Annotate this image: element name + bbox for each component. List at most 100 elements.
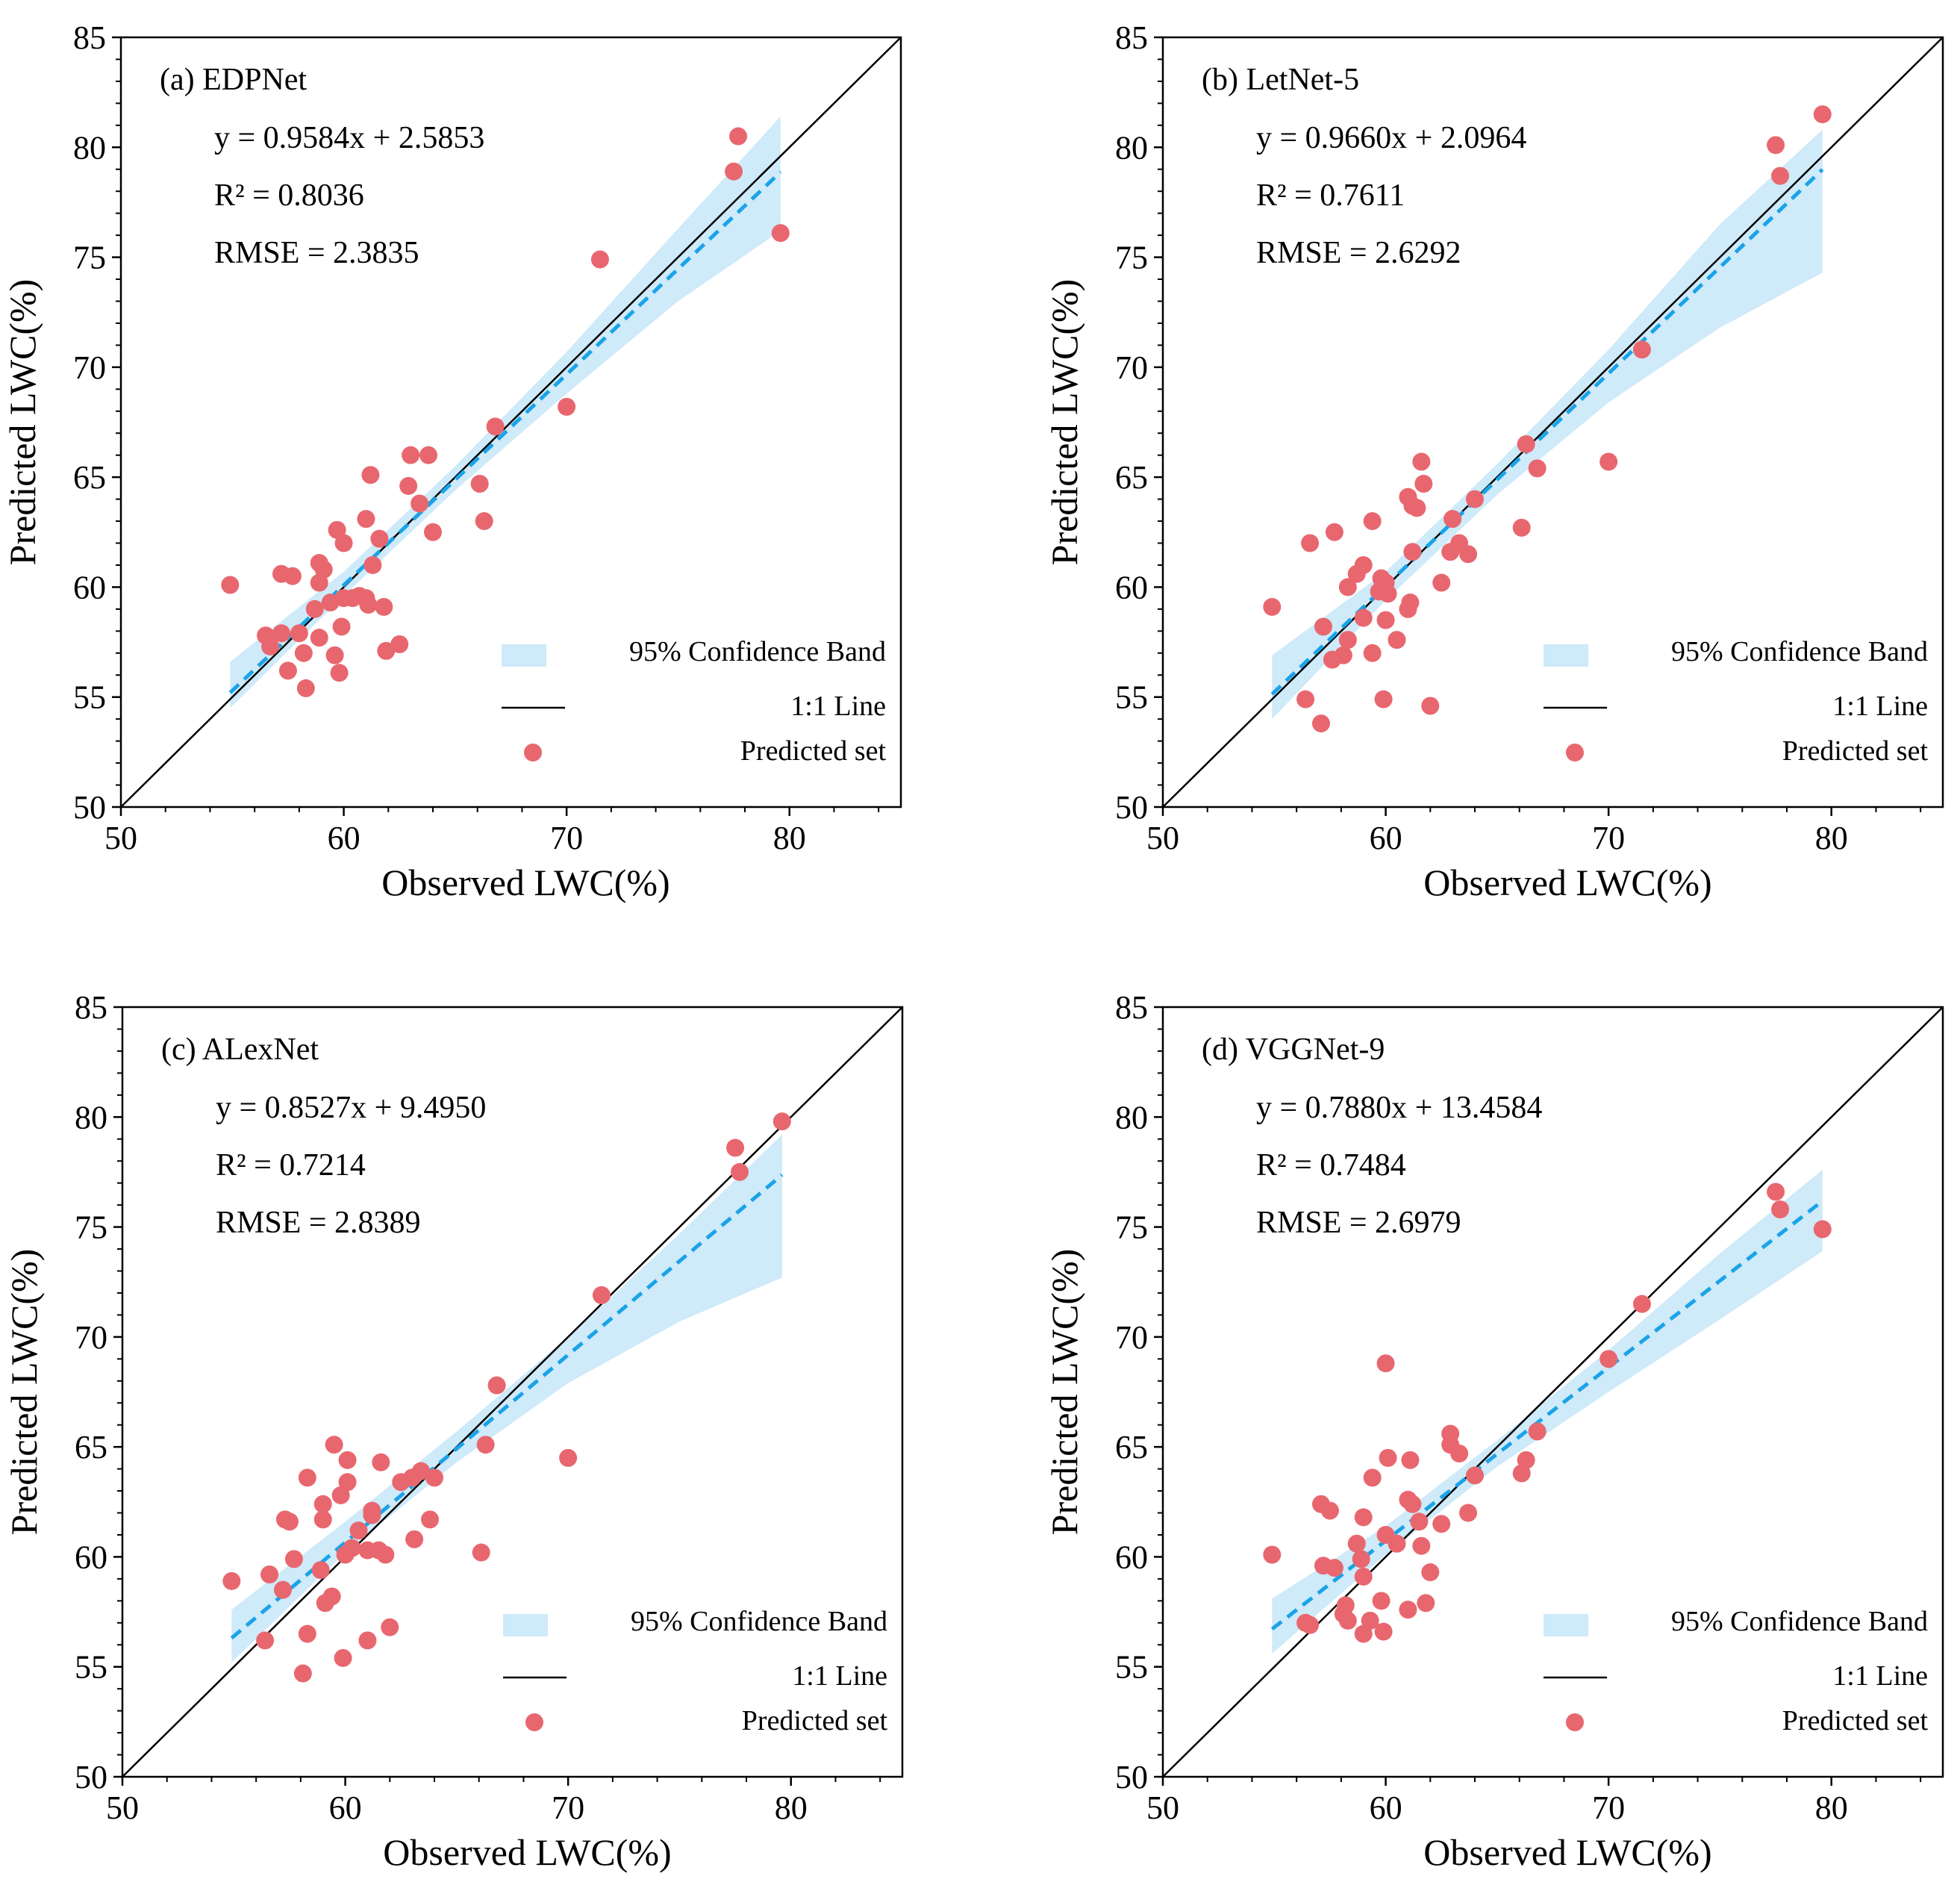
data-point xyxy=(273,1580,292,1599)
data-point xyxy=(1813,105,1832,124)
data-point xyxy=(361,466,380,485)
data-point xyxy=(1379,585,1397,603)
data-point xyxy=(313,1495,332,1513)
legend-label: 1:1 Line xyxy=(792,1660,887,1692)
x-tick-label: 50 xyxy=(104,820,137,856)
data-point xyxy=(1403,1495,1422,1513)
legend-label: Predicted set xyxy=(740,735,887,767)
data-point xyxy=(381,1618,399,1636)
data-point xyxy=(1372,1592,1391,1610)
data-point xyxy=(332,617,351,636)
regression-equation: y = 0.7880x + 13.4584 xyxy=(1256,1091,1542,1125)
rmse: RMSE = 2.6292 xyxy=(1256,236,1461,270)
data-point xyxy=(338,1451,357,1469)
confidence-band xyxy=(1272,1169,1823,1654)
y-tick-label: 70 xyxy=(1115,1319,1148,1356)
y-tick-label: 65 xyxy=(1115,1429,1148,1465)
data-point xyxy=(305,599,324,618)
identity-line xyxy=(1162,1006,1944,1778)
data-point xyxy=(1363,644,1382,662)
y-tick-label: 70 xyxy=(75,1319,107,1356)
data-point xyxy=(363,1501,381,1520)
data-point xyxy=(1376,1354,1395,1373)
data-point xyxy=(1363,1468,1382,1487)
data-point xyxy=(729,127,748,146)
regression-fit-line xyxy=(230,1173,784,1640)
data-point xyxy=(372,1453,390,1471)
data-point xyxy=(325,1436,343,1454)
data-point xyxy=(412,1462,431,1480)
data-point xyxy=(590,250,609,269)
data-point xyxy=(343,1539,361,1557)
data-point xyxy=(399,476,418,495)
data-point xyxy=(1374,1622,1393,1641)
regression-equation: y = 0.9584x + 2.5853 xyxy=(214,121,484,155)
x-axis-label: Observed LWC(%) xyxy=(383,1831,671,1873)
data-point xyxy=(260,1565,279,1583)
data-point xyxy=(290,624,308,643)
y-tick-label: 55 xyxy=(1115,1649,1148,1686)
data-point xyxy=(1512,518,1531,537)
data-point xyxy=(222,1571,241,1590)
data-point xyxy=(1352,1550,1370,1568)
y-tick-label: 55 xyxy=(73,679,106,716)
data-point xyxy=(284,1550,303,1568)
data-point xyxy=(358,1631,377,1650)
r-squared: R² = 0.7214 xyxy=(216,1148,366,1183)
y-tick-label: 60 xyxy=(73,569,106,605)
data-point xyxy=(1412,452,1431,471)
data-point xyxy=(472,1543,490,1562)
plot-frame xyxy=(1161,36,1944,809)
y-tick-label: 70 xyxy=(1115,349,1148,386)
data-point xyxy=(1336,1596,1355,1615)
data-point xyxy=(311,1561,330,1580)
legend-label: 95% Confidence Band xyxy=(1671,636,1928,667)
data-point xyxy=(558,397,576,416)
confidence-band xyxy=(1272,129,1823,720)
x-axis-label: Observed LWC(%) xyxy=(1423,862,1711,903)
data-point xyxy=(390,635,409,654)
data-point xyxy=(1466,490,1484,508)
identity-line xyxy=(1162,37,1944,808)
y-tick-label: 85 xyxy=(73,19,106,56)
panel-title: (c) ALexNet xyxy=(161,1032,319,1067)
y-tick-label: 60 xyxy=(75,1539,107,1575)
x-axis-label: Observed LWC(%) xyxy=(381,862,670,903)
data-point xyxy=(376,1545,395,1564)
y-axis-label: Predicted LWC(%) xyxy=(1,279,43,566)
y-tick-label: 80 xyxy=(73,129,106,166)
data-point xyxy=(357,510,375,529)
data-point xyxy=(1296,690,1315,708)
data-point xyxy=(338,1473,357,1492)
data-point xyxy=(330,664,349,682)
data-point xyxy=(283,567,302,585)
data-point xyxy=(1338,1611,1357,1630)
x-tick-label: 80 xyxy=(773,820,806,856)
y-tick-label: 80 xyxy=(1115,129,1148,166)
y-tick-label: 65 xyxy=(1115,459,1148,496)
data-point xyxy=(470,474,489,493)
identity-line xyxy=(122,1006,903,1778)
data-point xyxy=(486,417,505,436)
data-point xyxy=(1632,340,1651,359)
panel-title: (b) LetNet-5 xyxy=(1202,63,1359,97)
data-point xyxy=(1388,1534,1406,1553)
x-tick-label: 60 xyxy=(328,820,361,856)
data-point xyxy=(1320,1501,1339,1520)
data-point xyxy=(487,1376,506,1395)
data-point xyxy=(731,1162,749,1181)
y-tick-label: 75 xyxy=(75,1209,107,1246)
data-point xyxy=(1354,1624,1373,1643)
data-point xyxy=(313,1510,332,1529)
legend-label: 95% Confidence Band xyxy=(629,636,886,667)
x-tick-label: 80 xyxy=(1815,820,1848,856)
legend-label: Predicted set xyxy=(1782,735,1929,767)
panel-b: 50 60 70 80 50 55 60 65 70 75 80 85 Observed LWC(%) P… xyxy=(1043,19,1944,903)
data-point xyxy=(1338,578,1357,596)
data-point xyxy=(1408,499,1426,517)
regression-equation: y = 0.8527x + 9.4950 xyxy=(216,1091,486,1125)
data-point xyxy=(272,624,290,643)
x-tick-label: 50 xyxy=(106,1789,139,1826)
y-tick-label: 60 xyxy=(1115,569,1148,605)
data-point xyxy=(1459,545,1478,564)
